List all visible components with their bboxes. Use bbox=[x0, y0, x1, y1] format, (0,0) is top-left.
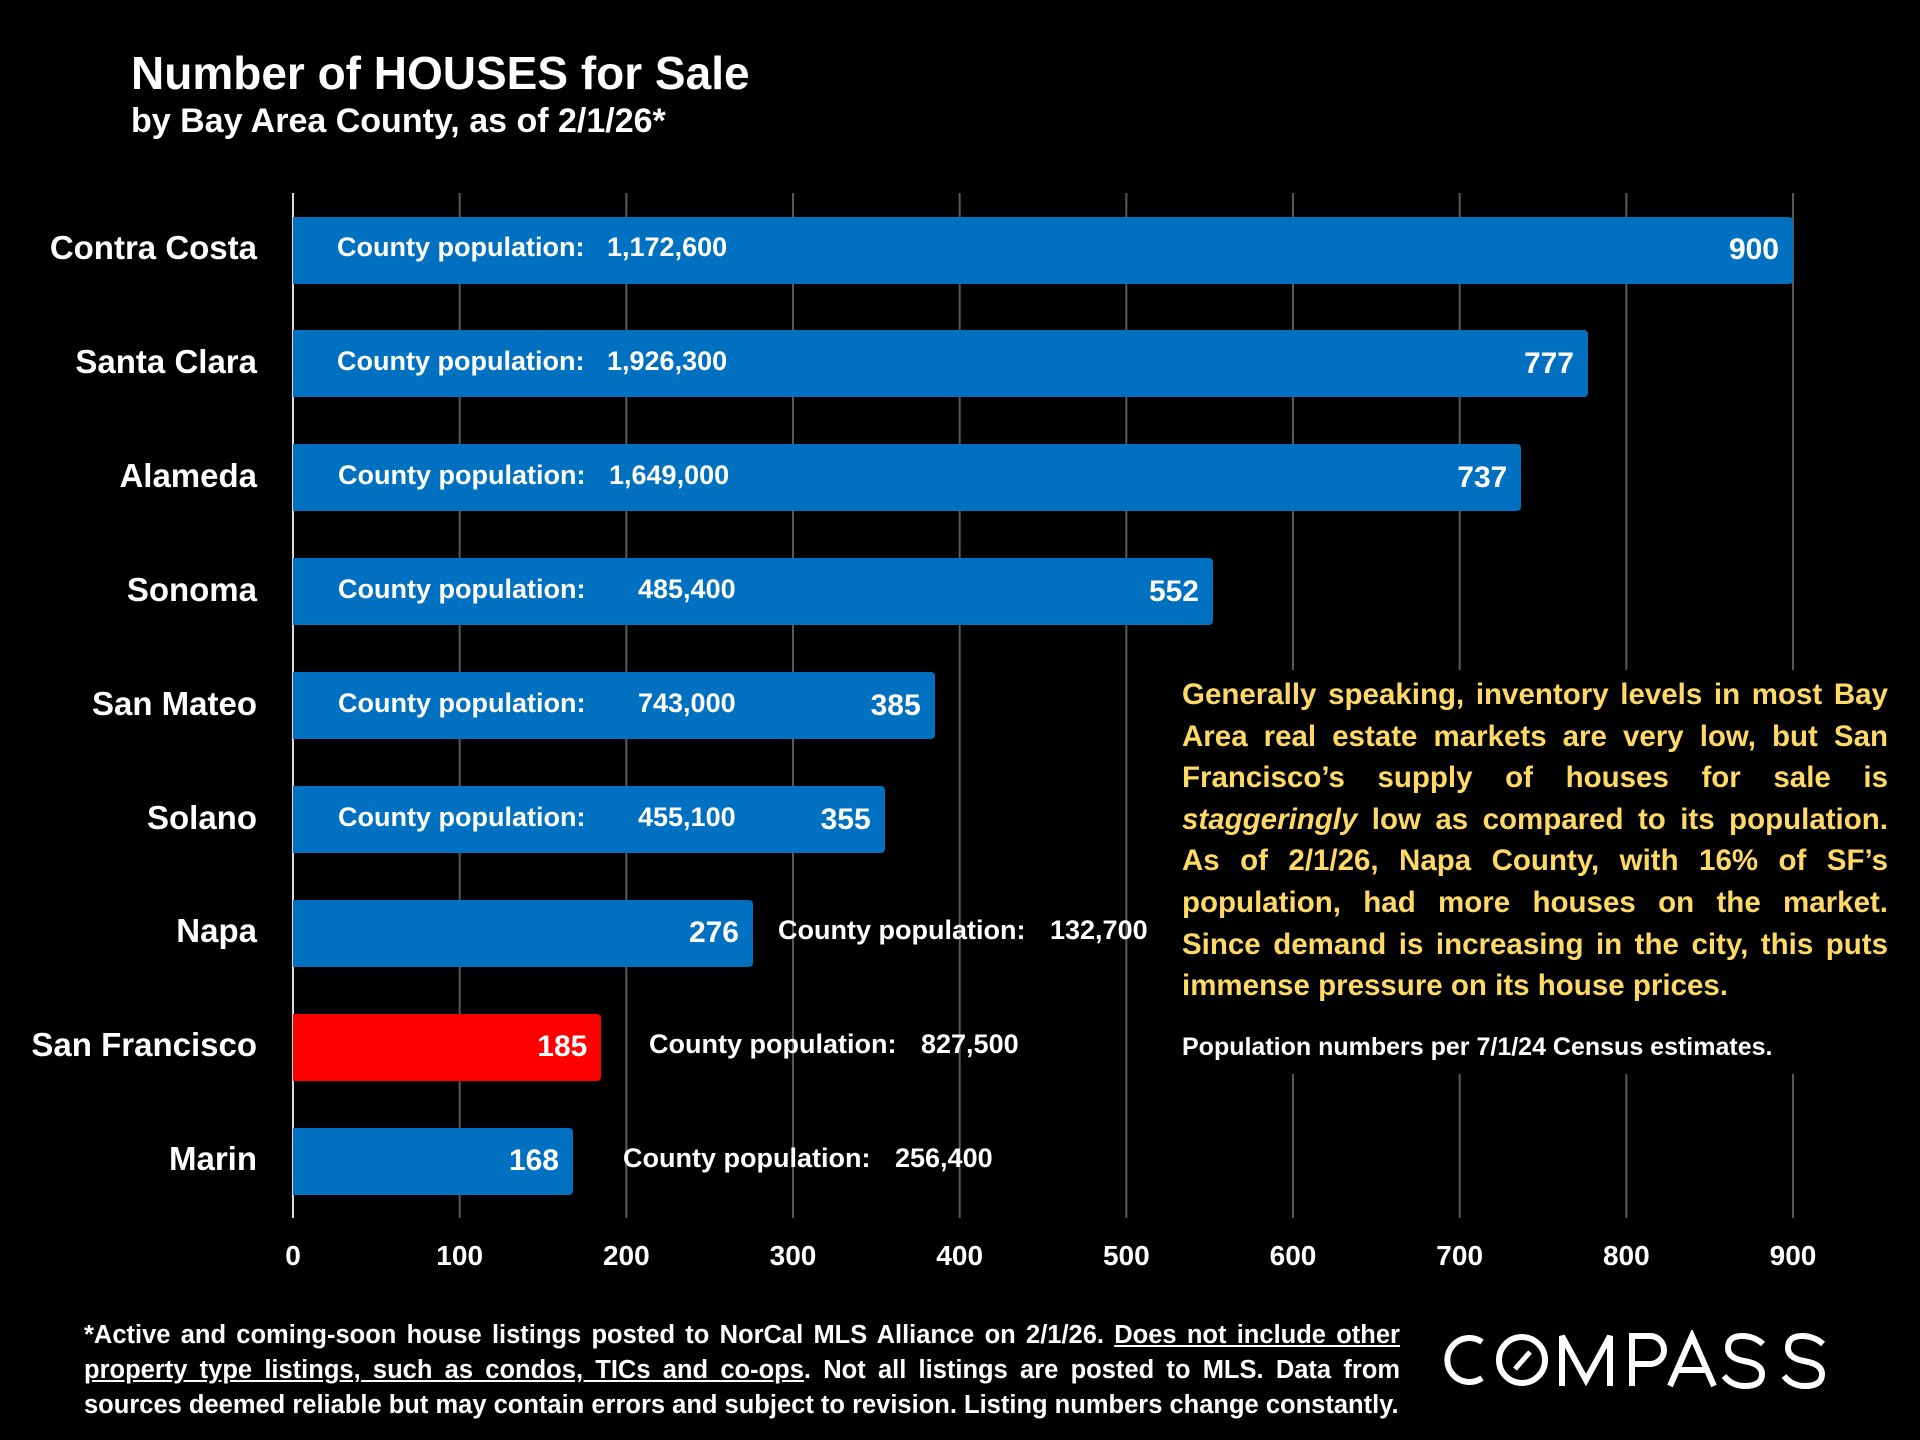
compass-logo bbox=[1444, 1330, 1826, 1390]
annotation-text: Generally speaking, inventory levels in … bbox=[1182, 674, 1888, 1007]
x-tick-label: 0 bbox=[285, 1240, 301, 1271]
annotation-part: Generally speaking, inventory levels in … bbox=[1182, 678, 1888, 795]
census-note: Population numbers per 7/1/24 Census est… bbox=[1182, 1032, 1773, 1061]
bar bbox=[293, 899, 753, 967]
category-label: Santa Clara bbox=[75, 342, 257, 380]
bar-value-label: 355 bbox=[820, 802, 871, 836]
chart-subtitle: by Bay Area County, as of 2/1/26* bbox=[131, 102, 666, 140]
bar-value-label: 900 bbox=[1728, 233, 1779, 266]
bar-value-label: 185 bbox=[537, 1030, 588, 1064]
category-label: Sonoma bbox=[126, 570, 257, 608]
category-label: San Mateo bbox=[91, 684, 257, 722]
bar-value-label: 276 bbox=[688, 916, 739, 950]
footnote-underlined: Does not include other property type lis… bbox=[84, 1321, 1400, 1384]
annotation-box: Generally speaking, inventory levels in … bbox=[1178, 670, 1892, 1074]
bar-value-label: 777 bbox=[1523, 346, 1574, 380]
population-label: County population: bbox=[338, 459, 586, 490]
population-value: 1,172,600 bbox=[607, 232, 728, 262]
population-label: County population: bbox=[778, 915, 1026, 946]
population-label: County population: bbox=[338, 687, 586, 718]
bar bbox=[293, 1013, 602, 1081]
population-value: 256,400 bbox=[895, 1143, 993, 1174]
x-tick-label: 100 bbox=[436, 1240, 484, 1271]
annotation-part: low as compared to its population. As of… bbox=[1182, 802, 1888, 1003]
footnote-part: *Active and coming-soon house listings p… bbox=[84, 1321, 1115, 1349]
population-label: County population: bbox=[623, 1143, 871, 1174]
x-tick-label: 500 bbox=[1102, 1240, 1150, 1271]
category-label: Marin bbox=[168, 1140, 257, 1178]
population-value: 1,926,300 bbox=[607, 345, 728, 376]
x-tick-label: 900 bbox=[1769, 1240, 1817, 1271]
category-label: Solano bbox=[146, 798, 257, 836]
bar bbox=[293, 216, 1793, 284]
x-tick-label: 700 bbox=[1436, 1240, 1484, 1271]
population-value: 455,100 bbox=[638, 801, 736, 832]
population-label: County population: bbox=[649, 1029, 897, 1060]
bar bbox=[293, 672, 935, 740]
bar bbox=[293, 558, 1213, 626]
bar bbox=[293, 786, 885, 853]
bar bbox=[293, 330, 1588, 398]
footnote-part: . Not all listings are posted to MLS. Da… bbox=[84, 1356, 1401, 1419]
bar-value-label: 168 bbox=[508, 1144, 559, 1178]
chart-title: Number of HOUSES for Sale bbox=[131, 47, 750, 99]
population-label: County population: bbox=[337, 345, 585, 376]
bar-value-label: 737 bbox=[1457, 460, 1508, 494]
x-tick-label: 800 bbox=[1602, 1240, 1650, 1271]
category-label: Napa bbox=[176, 912, 257, 950]
population-value: 743,000 bbox=[638, 687, 736, 718]
bar-value-label: 552 bbox=[1148, 574, 1199, 608]
bar bbox=[293, 444, 1522, 512]
footnote: *Active and coming-soon house listings p… bbox=[84, 1318, 1400, 1423]
x-tick-label: 300 bbox=[769, 1240, 817, 1271]
population-value: 1,649,000 bbox=[609, 459, 730, 490]
bar bbox=[293, 1127, 573, 1195]
population-label: County population: bbox=[337, 232, 585, 262]
population-label: County population: bbox=[338, 801, 586, 832]
population-value: 485,400 bbox=[638, 573, 736, 604]
x-tick-label: 200 bbox=[602, 1240, 650, 1271]
population-value: 827,500 bbox=[921, 1029, 1019, 1060]
population-label: County population: bbox=[338, 573, 586, 604]
category-label: Alameda bbox=[119, 456, 257, 494]
x-tick-label: 400 bbox=[936, 1240, 984, 1271]
annotation-emphasis: staggeringly bbox=[1182, 802, 1358, 836]
chart-grid bbox=[292, 193, 1794, 1218]
population-value: 132,700 bbox=[1050, 915, 1148, 946]
category-label: Contra Costa bbox=[49, 229, 257, 266]
bar-value-label: 385 bbox=[870, 688, 921, 722]
x-tick-label: 600 bbox=[1269, 1240, 1317, 1271]
category-label: San Francisco bbox=[31, 1026, 257, 1064]
